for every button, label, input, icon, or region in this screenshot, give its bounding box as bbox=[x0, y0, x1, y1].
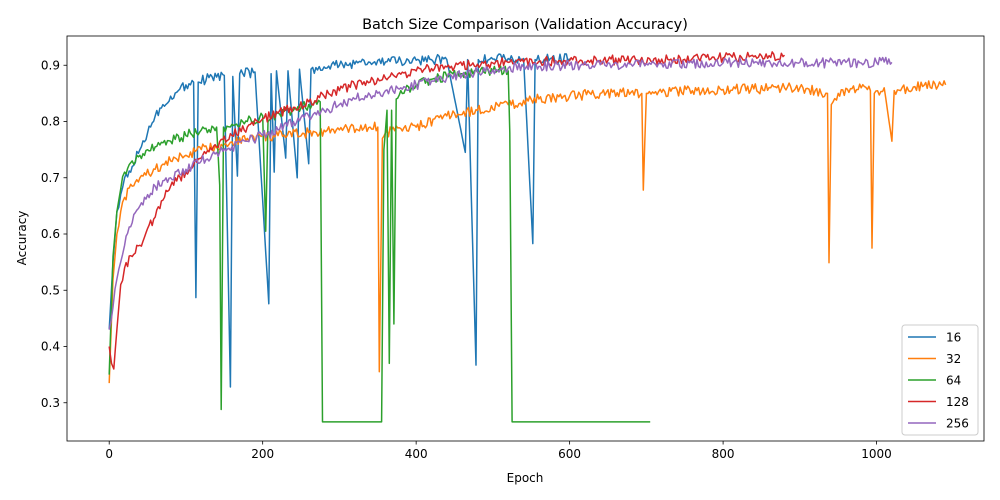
y-tick-label: 0.9 bbox=[41, 58, 60, 72]
x-axis-label: Epoch bbox=[507, 471, 544, 485]
series-line-256 bbox=[108, 56, 893, 330]
y-tick-label: 0.8 bbox=[41, 115, 60, 129]
legend-label-256: 256 bbox=[946, 417, 969, 431]
x-tick-label: 800 bbox=[712, 447, 735, 461]
x-tick-label: 1000 bbox=[861, 447, 892, 461]
chart-title: Batch Size Comparison (Validation Accura… bbox=[362, 17, 688, 33]
y-tick-label: 0.3 bbox=[41, 396, 60, 410]
legend-label-128: 128 bbox=[946, 395, 969, 409]
x-tick-label: 400 bbox=[405, 447, 428, 461]
legend-label-64: 64 bbox=[946, 374, 961, 388]
series-layer bbox=[108, 51, 947, 423]
series-line-16 bbox=[108, 53, 571, 388]
y-axis-label: Accuracy bbox=[15, 211, 29, 266]
y-tick-label: 0.4 bbox=[41, 340, 60, 354]
y-axis: 0.3 0.4 0.5 0.6 0.7 0.8 0.9 bbox=[41, 58, 67, 410]
legend-box bbox=[901, 324, 979, 436]
legend-label-32: 32 bbox=[946, 352, 961, 366]
y-tick-label: 0.6 bbox=[41, 227, 60, 241]
series-line-64 bbox=[108, 65, 651, 423]
y-tick-label: 0.5 bbox=[41, 283, 60, 297]
legend: 16 32 64 128 256 bbox=[901, 324, 979, 436]
plot-frame bbox=[66, 35, 985, 442]
x-tick-label: 600 bbox=[558, 447, 581, 461]
x-tick-label: 200 bbox=[251, 447, 274, 461]
legend-label-16: 16 bbox=[946, 331, 961, 345]
x-axis: 0 200 400 600 800 1000 bbox=[105, 441, 892, 461]
y-tick-label: 0.7 bbox=[41, 171, 60, 185]
x-tick-label: 0 bbox=[105, 447, 113, 461]
